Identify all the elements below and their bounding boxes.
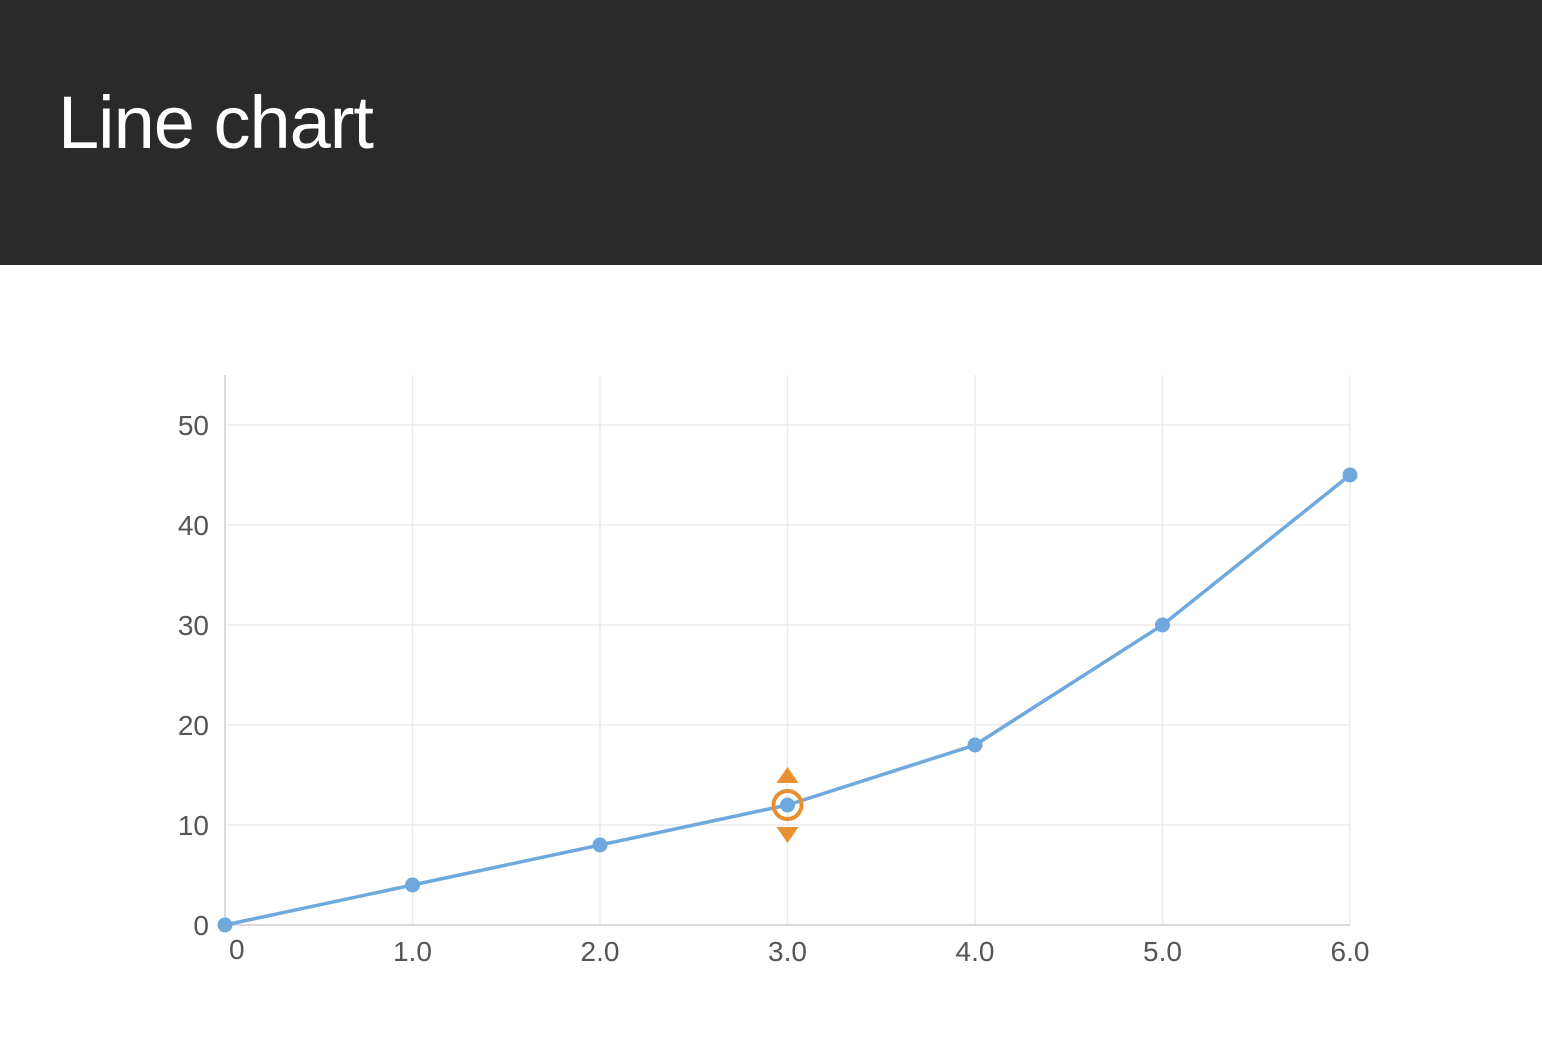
y-tick-label: 40 [178,510,209,541]
header: Line chart [0,0,1542,265]
data-point[interactable] [593,838,608,853]
data-point[interactable] [405,878,420,893]
data-point[interactable] [780,798,795,813]
x-tick-label: 2.0 [581,936,620,967]
x-tick-label: 3.0 [768,936,807,967]
x-tick-label: 1.0 [393,936,432,967]
chart-svg: 0 10 20 30 40 50 0 1.0 2.0 3.0 4.0 5.0 6.0 [150,365,1400,985]
data-point[interactable] [218,918,233,933]
x-tick-label: 5.0 [1143,936,1182,967]
y-tick-label: 10 [178,810,209,841]
x-tick-label: 0 [229,934,245,965]
x-tick-label: 4.0 [956,936,995,967]
drag-down-icon[interactable] [777,827,799,843]
y-tick-label: 20 [178,710,209,741]
x-tick-label: 6.0 [1331,936,1370,967]
y-tick-label: 30 [178,610,209,641]
drag-up-icon[interactable] [777,767,799,783]
line-chart[interactable]: 0 10 20 30 40 50 0 1.0 2.0 3.0 4.0 5.0 6.0 [150,365,1400,985]
data-point[interactable] [1155,618,1170,633]
data-point[interactable] [968,738,983,753]
y-tick-label: 0 [193,910,209,941]
y-tick-label: 50 [178,410,209,441]
data-point[interactable] [1343,468,1358,483]
page-title: Line chart [58,80,1484,165]
